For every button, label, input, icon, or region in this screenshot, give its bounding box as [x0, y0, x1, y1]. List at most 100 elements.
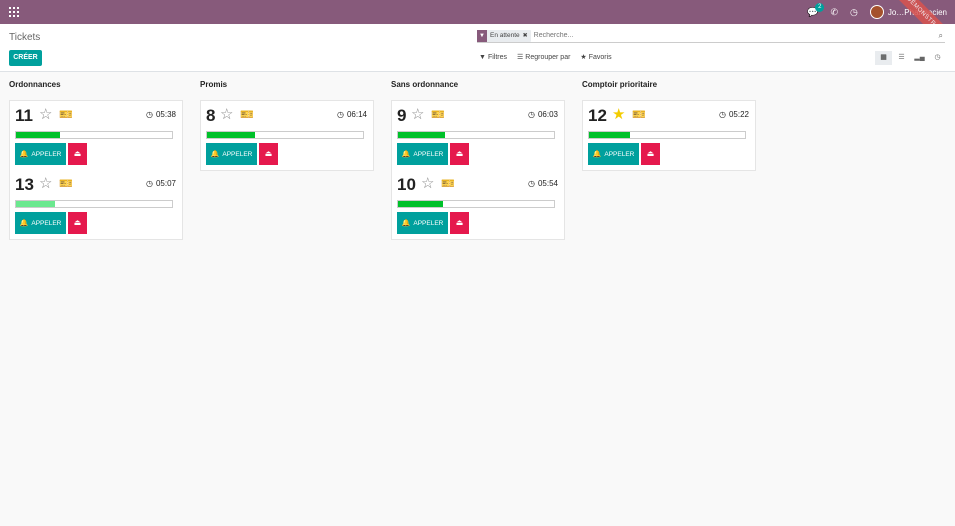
search-input[interactable] [533, 32, 939, 39]
call-button[interactable]: 🔔 APPELER [588, 143, 639, 165]
ticket-card[interactable]: 9 ☆ 🎫 ◷ 06:03 🔔 APPELER ⏏ [392, 101, 564, 170]
ticket-card[interactable]: 8 ☆ 🎫 ◷ 06:14 🔔 APPELER ⏏ [201, 101, 373, 170]
funnel-icon: ▼ [479, 53, 486, 61]
chat-badge: 2 [815, 2, 825, 12]
ticket-card[interactable]: 11 ☆ 🎫 ◷ 05:38 🔔 APPELER ⏏ [10, 101, 182, 170]
call-button[interactable]: 🔔 APPELER [397, 212, 448, 234]
column-cards: 11 ☆ 🎫 ◷ 05:38 🔔 APPELER ⏏ 13 ☆ 🎫 ◷ 05:07 🔔 APPELER ⏏ [9, 100, 183, 240]
priority-star-icon[interactable]: ☆ [39, 106, 53, 123]
create-button[interactable]: CRÉER [9, 50, 42, 66]
eject-button[interactable]: ⏏ [259, 143, 278, 165]
bell-icon: 🔔 [210, 151, 220, 158]
wait-time-value: 05:07 [155, 179, 176, 188]
activity-clock-icon[interactable]: ◷ [850, 6, 858, 17]
activity-view-icon[interactable]: ◷ [934, 54, 941, 61]
close-icon[interactable]: ✖ [522, 33, 528, 39]
wait-time-value: 06:14 [346, 110, 367, 119]
group-by-dropdown[interactable]: ☰ Regrouper par [517, 53, 571, 62]
clock-icon: ◷ [527, 179, 535, 188]
progress-fill [398, 132, 445, 138]
ticket-number: 10 [397, 175, 416, 194]
breadcrumb: Tickets [9, 32, 41, 43]
call-button[interactable]: 🔔 APPELER [206, 143, 257, 165]
eject-icon: ⏏ [73, 149, 82, 158]
column-cards: 12 ★ 🎫 ◷ 05:22 🔔 APPELER ⏏ [582, 100, 756, 171]
star-icon: ★ [580, 54, 587, 61]
priority-star-icon[interactable]: ☆ [411, 106, 425, 123]
eject-button[interactable]: ⏏ [450, 143, 469, 165]
call-label: APPELER [604, 150, 635, 158]
list-view-icon[interactable]: ☰ [898, 54, 905, 61]
call-label: APPELER [413, 150, 444, 158]
call-button[interactable]: 🔔 APPELER [15, 143, 66, 165]
favorites-label: Favoris [588, 53, 612, 61]
filter-icon: ▼ [477, 29, 487, 42]
eject-icon: ⏏ [73, 218, 82, 227]
eject-icon: ⏏ [264, 149, 273, 158]
kanban-column: Promis 8 ☆ 🎫 ◷ 06:14 🔔 APPELER ⏏ [200, 80, 374, 171]
call-label: APPELER [413, 219, 444, 227]
eject-button[interactable]: ⏏ [450, 212, 469, 234]
chat-icon[interactable]: 💬 2 [807, 2, 825, 18]
eject-button[interactable]: ⏏ [68, 212, 87, 234]
ticket-number: 9 [397, 106, 407, 125]
wait-time: ◷ 05:38 [146, 110, 176, 119]
priority-star-icon[interactable]: ★ [612, 106, 626, 123]
bell-icon: 🔔 [592, 151, 602, 158]
wait-time-value: 05:38 [155, 110, 176, 119]
bell-icon: 🔔 [19, 151, 29, 158]
kanban-column: Ordonnances 11 ☆ 🎫 ◷ 05:38 🔔 APPELER ⏏ 13 ☆ 🎫 ◷ 05:07… [9, 80, 183, 240]
favorites-dropdown[interactable]: ★ Favoris [580, 53, 612, 62]
priority-star-icon[interactable]: ☆ [220, 106, 234, 123]
ticket-card[interactable]: 13 ☆ 🎫 ◷ 05:07 🔔 APPELER ⏏ [10, 170, 182, 239]
call-button[interactable]: 🔔 APPELER [15, 212, 66, 234]
kanban-view-icon[interactable]: ▦ [875, 51, 892, 65]
clock-icon: ◷ [145, 110, 153, 119]
ticket-tag-icon: 🎫 [431, 109, 445, 121]
column-cards: 8 ☆ 🎫 ◷ 06:14 🔔 APPELER ⏏ [200, 100, 374, 171]
column-cards: 9 ☆ 🎫 ◷ 06:03 🔔 APPELER ⏏ 10 ☆ 🎫 ◷ 05:54 🔔 APPELER ⏏ [391, 100, 565, 240]
priority-star-icon[interactable]: ☆ [39, 175, 53, 192]
ticket-card[interactable]: 10 ☆ 🎫 ◷ 05:54 🔔 APPELER ⏏ [392, 170, 564, 239]
ticket-tag-icon: 🎫 [441, 178, 455, 190]
ticket-number: 13 [15, 175, 34, 194]
ticket-card[interactable]: 12 ★ 🎫 ◷ 05:22 🔔 APPELER ⏏ [583, 101, 755, 170]
search-icon[interactable]: ⌕ [938, 30, 943, 40]
column-title: Comptoir prioritaire [582, 80, 658, 89]
progress-fill [398, 201, 444, 207]
top-navbar: 💬2 ✆ ◷ Jo…Pharmacien DÉMONSTRATION [0, 0, 955, 63]
kanban-column: Sans ordonnance 9 ☆ 🎫 ◷ 06:03 🔔 APPELER ⏏ 10 ☆ 🎫 ◷ 05… [391, 80, 565, 240]
progress-fill [16, 201, 55, 207]
clock-icon: ◷ [527, 110, 535, 119]
eject-button[interactable]: ⏏ [68, 143, 87, 165]
eject-button[interactable]: ⏏ [641, 143, 660, 165]
progress-fill [16, 132, 60, 138]
graph-view-icon[interactable]: ▂▄ [914, 54, 925, 61]
ticket-number: 8 [206, 106, 216, 125]
ticket-tag-icon: 🎫 [59, 178, 73, 190]
apps-menu-icon[interactable] [9, 7, 19, 17]
control-panel: Tickets CRÉER ▼ En attente ✖ ⌕ ▼Filtres … [0, 24, 955, 72]
wait-time: ◷ 06:14 [337, 110, 367, 119]
call-label: APPELER [31, 219, 62, 227]
facet-label: En attente [490, 32, 520, 39]
ticket-number: 11 [15, 106, 33, 125]
ticket-tag-icon: 🎫 [59, 109, 73, 121]
kanban-column: Comptoir prioritaire 12 ★ 🎫 ◷ 05:22 🔔 APPELER ⏏ [582, 80, 756, 171]
column-title: Ordonnances [9, 80, 61, 89]
column-title: Promis [200, 80, 228, 89]
bell-icon: 🔔 [401, 220, 411, 227]
group-by-label: Regrouper par [525, 53, 571, 61]
eject-icon: ⏏ [455, 218, 464, 227]
bell-icon: 🔔 [401, 151, 411, 158]
priority-star-icon[interactable]: ☆ [421, 175, 435, 192]
wait-progress-bar [397, 131, 555, 139]
clock-icon: ◷ [145, 179, 153, 188]
wait-time: ◷ 05:22 [719, 110, 749, 119]
phone-icon[interactable]: ✆ [830, 6, 838, 17]
call-button[interactable]: 🔔 APPELER [397, 143, 448, 165]
avatar[interactable] [869, 5, 884, 19]
progress-fill [589, 132, 630, 138]
filters-dropdown[interactable]: ▼ Filtres [479, 53, 507, 61]
clock-icon: ◷ [336, 110, 344, 119]
